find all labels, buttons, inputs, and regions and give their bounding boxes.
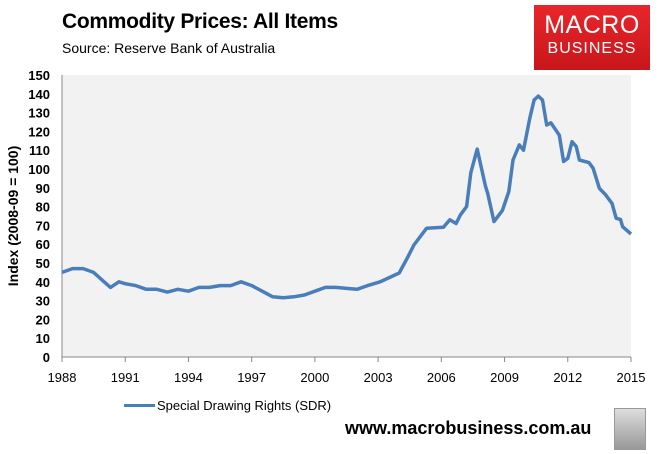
y-tick-label: 30 xyxy=(36,294,50,309)
y-tick-label: 110 xyxy=(29,143,50,158)
logo-line2: BUSINESS xyxy=(547,40,637,57)
y-tick-label: 90 xyxy=(36,181,50,196)
x-tick-label: 2009 xyxy=(490,370,519,385)
series-line-sdr xyxy=(61,94,633,300)
y-tick-label: 60 xyxy=(36,237,50,252)
x-tick-label: 1994 xyxy=(174,370,203,385)
x-tick-label: 1997 xyxy=(237,370,266,385)
wolf-icon xyxy=(614,408,646,450)
y-tick-label: 100 xyxy=(28,162,50,177)
footer-url: www.macrobusiness.com.au xyxy=(345,418,592,438)
x-tick-label: 1988 xyxy=(48,370,77,385)
legend-swatch xyxy=(124,404,155,407)
y-tick-label: 10 xyxy=(36,331,50,346)
y-tick-label: 40 xyxy=(36,275,50,290)
y-tick-label: 150 xyxy=(28,68,50,83)
legend-label: Special Drawing Rights (SDR) xyxy=(157,398,332,413)
y-tick-label: 50 xyxy=(36,256,50,271)
y-tick-label: 120 xyxy=(28,124,50,139)
x-tick-label: 1991 xyxy=(111,370,140,385)
y-tick-label: 20 xyxy=(36,312,50,327)
x-tick-label: 2006 xyxy=(427,370,456,385)
x-tick-label: 2012 xyxy=(553,370,582,385)
y-tick-label: 70 xyxy=(36,218,50,233)
chart-source: Source: Reserve Bank of Australia xyxy=(62,40,276,56)
y-tick-label: 140 xyxy=(28,87,50,102)
x-tick-label: 2000 xyxy=(300,370,329,385)
chart-title: Commodity Prices: All Items xyxy=(62,10,338,33)
x-tick-label: 2015 xyxy=(617,370,646,385)
legend: Special Drawing Rights (SDR) xyxy=(124,398,331,413)
y-tick-label: 0 xyxy=(43,350,50,365)
macrobusiness-logo: MACRO BUSINESS xyxy=(534,5,650,70)
logo-line1: MACRO xyxy=(544,11,640,39)
x-tick-label: 2003 xyxy=(364,370,393,385)
y-tick-label: 80 xyxy=(36,200,50,215)
plot-area xyxy=(62,75,631,357)
y-tick-label: 130 xyxy=(28,106,50,121)
y-axis-label: Index (2008-09 = 100) xyxy=(5,146,21,286)
